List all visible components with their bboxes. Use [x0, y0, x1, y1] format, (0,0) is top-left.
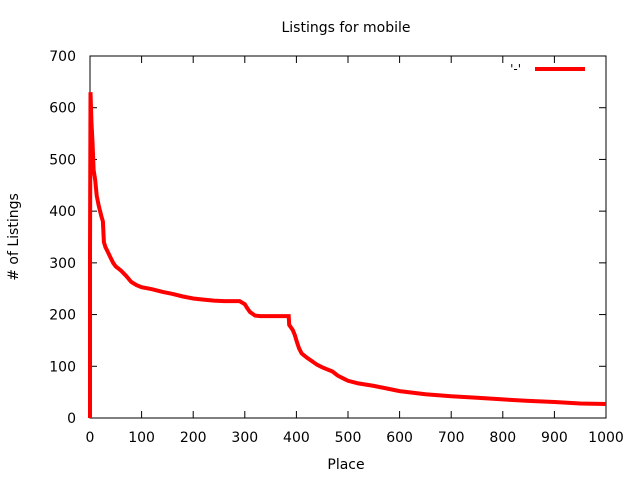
- x-tick-label: 500: [335, 430, 362, 446]
- axis-tick-labels: 0 100 200 300 400 500 600 700 800 900 1000 0 100 200 3…: [49, 49, 624, 446]
- y-tick-label: 700: [49, 49, 76, 65]
- y-axis-label: # of Listings: [6, 193, 22, 281]
- y-tick-label: 500: [49, 152, 76, 168]
- x-tick-label: 300: [231, 430, 258, 446]
- y-tick-label: 400: [49, 204, 76, 220]
- x-tick-label: 200: [180, 430, 207, 446]
- x-tick-label: 600: [386, 430, 413, 446]
- x-tick-label: 800: [489, 430, 516, 446]
- legend: '-': [510, 62, 585, 76]
- x-tick-label: 900: [541, 430, 568, 446]
- plot-frame: [89, 55, 607, 419]
- y-tick-label: 300: [49, 256, 76, 272]
- y-tick-label: 0: [67, 411, 76, 427]
- chart-title: Listings for mobile: [281, 20, 410, 36]
- x-tick-label: 0: [86, 430, 95, 446]
- x-axis-label: Place: [327, 457, 364, 473]
- x-tick-label: 400: [283, 430, 310, 446]
- x-tick-label: 700: [438, 430, 465, 446]
- x-tick-label: 100: [128, 430, 155, 446]
- series-layer: [88, 92, 607, 418]
- axis-ticks: [89, 55, 607, 419]
- y-tick-label: 200: [49, 308, 76, 324]
- legend-label: '-': [510, 62, 521, 76]
- y-tick-label: 600: [49, 101, 76, 117]
- x-tick-label: 1000: [588, 430, 624, 446]
- y-tick-label: 100: [49, 359, 76, 375]
- series-line: [88, 92, 607, 418]
